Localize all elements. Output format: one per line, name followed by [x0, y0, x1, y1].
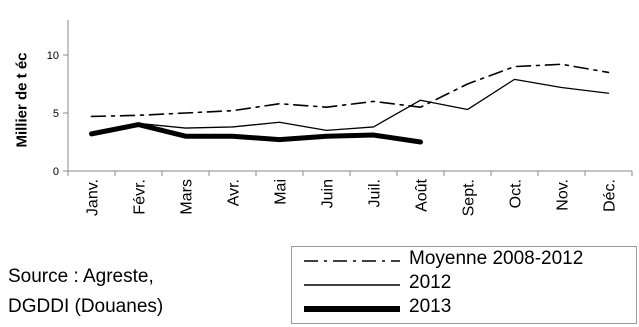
x-tick-label: Mars — [179, 179, 196, 215]
x-tick-label: Sept. — [461, 179, 478, 216]
x-tick-label: Avr. — [226, 179, 243, 206]
legend-item-2012: 2012 — [302, 272, 638, 296]
x-tick-label: Nov. — [555, 179, 572, 211]
x-tick-label: Déc. — [602, 179, 619, 212]
source-line-2: DGDDI (Douanes) — [8, 296, 164, 317]
x-tick-label: Févr. — [132, 179, 149, 215]
y-axis-label: Millier de t éc — [13, 52, 31, 148]
legend-label-2012: 2012 — [409, 272, 452, 293]
y-tick-label: 10 — [47, 50, 59, 62]
chart-legend: Moyenne 2008-2012 2012 2013 — [291, 246, 637, 324]
x-tick-label: Juil. — [367, 179, 384, 207]
legend-label-2013: 2013 — [409, 296, 452, 317]
x-tick-label: Août — [414, 178, 431, 211]
legend-swatch-2013 — [304, 306, 400, 312]
legend-label-moyenne: Moyenne 2008-2012 — [409, 248, 584, 269]
x-tick-label: Juin — [320, 179, 337, 208]
x-tick-label: Oct. — [508, 179, 525, 208]
legend-swatch-2012 — [304, 284, 400, 286]
series-line-0 — [90, 63, 610, 118]
source-line-1: Source : Agreste, — [8, 266, 154, 287]
series-line-1 — [90, 78, 610, 134]
x-tick-label: Janv. — [85, 179, 102, 216]
series-line-2 — [89, 122, 423, 145]
x-tick-label: Mai — [273, 179, 290, 205]
legend-item-moyenne: Moyenne 2008-2012 — [302, 248, 638, 272]
y-tick-label: 5 — [53, 108, 59, 120]
y-tick-label: 0 — [53, 166, 59, 178]
legend-item-2013: 2013 — [302, 296, 638, 320]
legend-swatch-moyenne — [304, 260, 400, 262]
source-note: Source : Agreste, DGDDI (Douanes) — [8, 262, 278, 322]
